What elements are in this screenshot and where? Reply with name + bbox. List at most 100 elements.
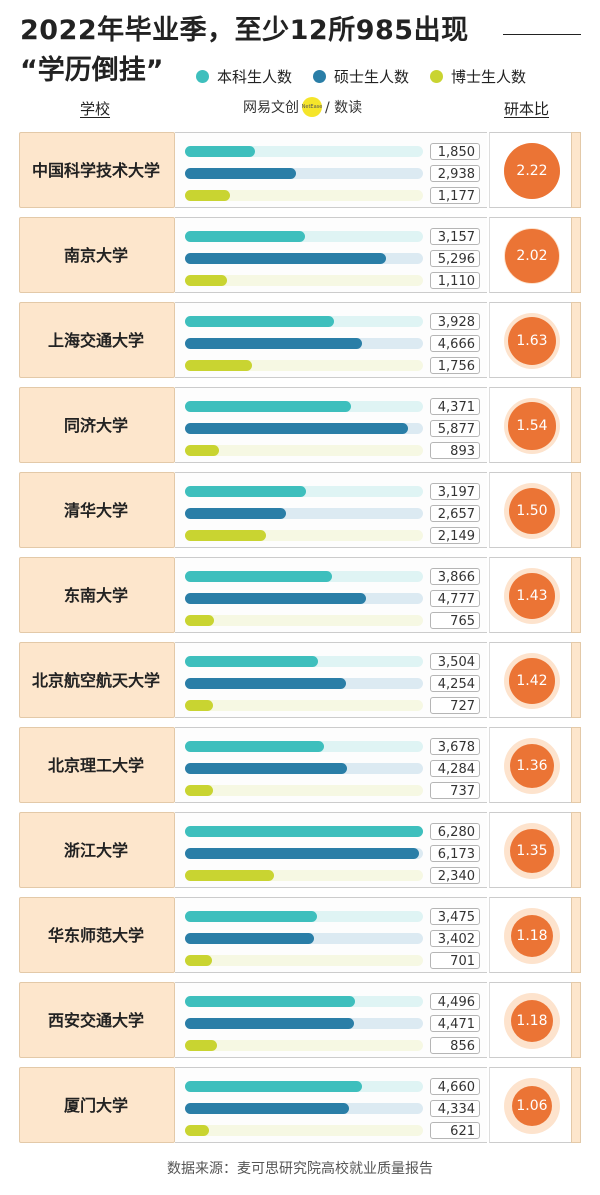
bar-track-master	[185, 423, 423, 434]
legend-label-master: 硕士生人数	[334, 68, 410, 86]
bar-track-master	[185, 338, 423, 349]
bar-master	[185, 253, 386, 264]
bar-doctor	[185, 190, 230, 201]
bar-panel: 3,866 4,777 765	[175, 557, 487, 633]
ratio-circle: 1.54	[508, 402, 556, 450]
value-label-undergrad: 3,928	[430, 313, 480, 330]
bar-track-doctor	[185, 275, 423, 286]
bar-track-doctor	[185, 190, 423, 201]
bar-track-undergrad	[185, 146, 423, 157]
ratio-halo: 2.02	[504, 228, 560, 284]
legend-dot-doctor	[430, 70, 444, 83]
value-label-doctor: 765	[430, 612, 480, 629]
bar-master	[185, 508, 286, 519]
brand-badge: NetEase	[302, 97, 322, 117]
bar-undergrad	[185, 911, 317, 922]
value-label-master: 4,334	[430, 1100, 480, 1117]
value-label-undergrad: 4,496	[430, 993, 480, 1010]
row-edge	[571, 472, 581, 548]
ratio-halo: 1.35	[504, 823, 560, 879]
value-label-master: 4,284	[430, 760, 480, 777]
bar-doctor	[185, 785, 213, 796]
school-row: 南京大学 3,157 5,296 1,110 2.02	[19, 217, 581, 293]
legend-dot-undergrad	[196, 70, 209, 83]
bar-track-undergrad	[185, 741, 423, 752]
bar-undergrad	[185, 316, 334, 327]
value-label-undergrad: 3,197	[430, 483, 480, 500]
bar-track-undergrad	[185, 826, 423, 837]
school-box	[19, 387, 175, 463]
school-name: 上海交通大学	[47, 331, 144, 350]
bar-undergrad	[185, 656, 318, 667]
bar-undergrad	[185, 1081, 362, 1092]
school-name: 西安交通大学	[47, 1011, 144, 1030]
value-label-doctor: 2,340	[430, 867, 480, 884]
bar-track-undergrad	[185, 401, 423, 412]
bar-panel: 3,678 4,284 737	[175, 727, 487, 803]
ratio-circle: 1.35	[509, 828, 555, 874]
school-box	[19, 1067, 175, 1143]
legend-item-master: 硕士生人数	[313, 66, 409, 87]
value-label-undergrad: 4,660	[430, 1078, 480, 1095]
bar-track-undergrad	[185, 1081, 423, 1092]
bar-doctor	[185, 445, 219, 456]
bar-panel: 3,197 2,657 2,149	[175, 472, 487, 548]
bar-track-doctor	[185, 785, 423, 796]
legend-item-doctor: 博士生人数	[430, 66, 526, 87]
bar-doctor	[185, 870, 274, 881]
value-label-undergrad: 3,678	[430, 738, 480, 755]
school-row: 北京理工大学 3,678 4,284 737 1.36	[19, 727, 581, 803]
bar-track-master	[185, 848, 423, 859]
bar-doctor	[185, 1040, 218, 1051]
bar-undergrad	[185, 996, 356, 1007]
bar-track-doctor	[185, 955, 423, 966]
bar-master	[185, 1103, 350, 1114]
ratio-halo: 1.06	[504, 1078, 560, 1134]
legend-label-doctor: 博士生人数	[451, 68, 527, 86]
value-label-undergrad: 4,371	[430, 398, 480, 415]
bar-undergrad	[185, 486, 307, 497]
bar-track-master	[185, 593, 423, 604]
value-label-master: 4,471	[430, 1015, 480, 1032]
bar-track-master	[185, 763, 423, 774]
value-label-master: 2,657	[430, 505, 480, 522]
bar-track-doctor	[185, 445, 423, 456]
bar-panel: 3,504 4,254 727	[175, 642, 487, 718]
bar-undergrad	[185, 741, 325, 752]
bar-track-master	[185, 678, 423, 689]
school-name: 清华大学	[63, 501, 128, 520]
ratio-halo: 2.22	[504, 143, 560, 199]
value-label-master: 4,666	[430, 335, 480, 352]
bar-master	[185, 933, 314, 944]
row-edge	[571, 812, 581, 888]
ratio-halo: 1.42	[504, 653, 560, 709]
value-label-doctor: 1,756	[430, 357, 480, 374]
bar-track-undergrad	[185, 571, 423, 582]
bar-track-doctor	[185, 1040, 423, 1051]
ratio-halo: 1.43	[504, 568, 560, 624]
ratio-panel: 2.02	[489, 217, 572, 293]
value-label-undergrad: 3,866	[430, 568, 480, 585]
brand-text: 网易文创	[243, 100, 299, 116]
value-label-undergrad: 6,280	[430, 823, 480, 840]
brand-logo: 网易文创 NetEase / 数读	[243, 97, 362, 117]
bar-doctor	[185, 530, 267, 541]
value-label-undergrad: 3,157	[430, 228, 480, 245]
bar-doctor	[185, 700, 213, 711]
ratio-halo: 1.36	[504, 738, 560, 794]
value-label-master: 5,877	[430, 420, 480, 437]
ratio-circle: 1.43	[509, 573, 555, 619]
value-label-doctor: 1,110	[430, 272, 480, 289]
value-label-doctor: 727	[430, 697, 480, 714]
title-rule	[503, 34, 581, 35]
value-label-undergrad: 1,850	[430, 143, 480, 160]
bar-master	[185, 1018, 355, 1029]
value-label-master: 2,938	[430, 165, 480, 182]
brand-suffix: / 数读	[325, 100, 363, 116]
value-label-doctor: 1,177	[430, 187, 480, 204]
bar-panel: 3,928 4,666 1,756	[175, 302, 487, 378]
school-row: 清华大学 3,197 2,657 2,149 1.50	[19, 472, 581, 548]
bar-panel: 4,371 5,877 893	[175, 387, 487, 463]
school-box	[19, 557, 175, 633]
value-label-doctor: 621	[430, 1122, 480, 1139]
